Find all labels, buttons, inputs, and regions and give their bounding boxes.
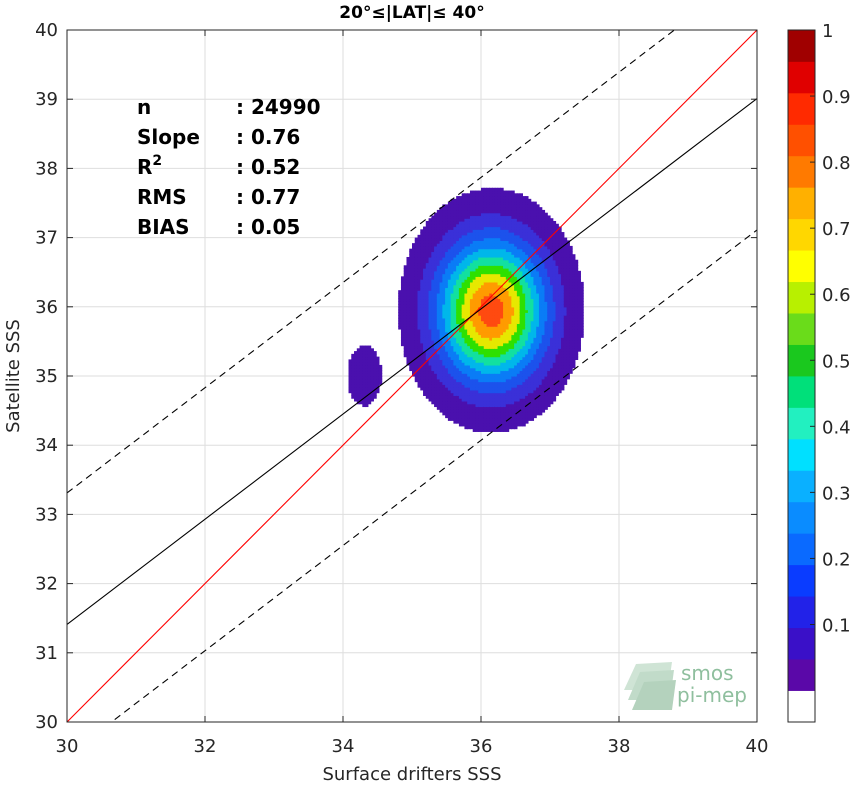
stat-value: : 0.76 [236,125,300,149]
watermark-line2: pi-mep [677,683,747,707]
stat-label: BIAS [137,215,190,239]
colorbar-tick-label: 0.2 [822,549,851,570]
colorbar-segment [788,628,815,660]
y-tick-label: 35 [35,366,58,387]
colorbar-segment [788,219,815,251]
stat-value: : 0.52 [236,155,300,179]
x-tick-label: 40 [746,736,769,757]
y-tick-label: 32 [35,574,58,595]
x-tick-label: 38 [608,736,631,757]
stat-value: : 0.77 [236,185,300,209]
colorbar-segment [788,156,815,188]
density-cell [569,246,572,249]
y-tick-label: 36 [35,297,58,318]
density-cell [580,282,583,285]
stat-value: : 0.05 [236,215,300,239]
stat-value: : 24990 [236,95,321,119]
y-tick-label: 37 [35,228,58,249]
colorbar-segment [788,376,815,408]
density-cell [379,365,382,368]
colorbar-segment [788,439,815,471]
x-tick-label: 32 [194,736,217,757]
density-cell [561,232,564,235]
colorbar-segment [788,313,815,345]
colorbar-tick-label: 0.3 [822,483,851,504]
colorbar-segment [788,61,815,93]
colorbar-tick-label: 0.8 [822,153,851,174]
y-tick-label: 33 [35,504,58,525]
colorbar-segment [788,533,815,565]
x-tick-label: 30 [56,736,79,757]
x-tick-label: 36 [470,736,493,757]
x-tick-label: 34 [332,736,355,757]
colorbar-segment [788,30,815,62]
stat-label: n [137,95,151,119]
density-cell [373,351,376,354]
y-tick-label: 40 [35,20,58,41]
colorbar-segment [788,659,815,691]
density-cell [376,357,379,360]
y-tick-label: 39 [35,89,58,110]
y-axis-label: Satellite SSS [3,319,24,433]
colorbar-segment [788,691,815,723]
x-axis-label: Surface drifters SSS [322,764,501,784]
colorbar-segment [788,407,815,439]
colorbar-segment [788,187,815,219]
y-tick-label: 38 [35,158,58,179]
density-cell [572,254,575,257]
density-cell [575,260,578,263]
colorbar-segment [788,470,815,502]
colorbar-segment [788,565,815,597]
colorbar-tick-label: 0.4 [822,417,851,438]
colorbar-segment [788,502,815,534]
colorbar-tick-label: 0.7 [822,219,851,240]
stat-label: RMS [137,185,187,209]
colorbar-tick-label: 0.5 [822,351,851,372]
watermark-line1: smos [681,661,734,685]
stat-label: Slope [137,125,200,149]
colorbar-segment [788,93,815,125]
colorbar-segment [788,596,815,628]
chart-title: 20°≤|LAT|≤ 40° [339,3,484,23]
colorbar: 0.10.20.30.40.50.60.70.80.91 [788,21,851,722]
watermark-logo: smos pi-mep [624,661,747,710]
colorbar-segment [788,124,815,156]
colorbar-tick-label: 0.1 [822,615,851,636]
colorbar-tick-label: 0.6 [822,285,851,306]
density-cell [578,271,581,274]
colorbar-segment [788,250,815,282]
y-tick-label: 31 [35,643,58,664]
y-tick-label: 30 [35,712,58,733]
colorbar-segment [788,282,815,314]
y-tick-label: 34 [35,435,58,456]
